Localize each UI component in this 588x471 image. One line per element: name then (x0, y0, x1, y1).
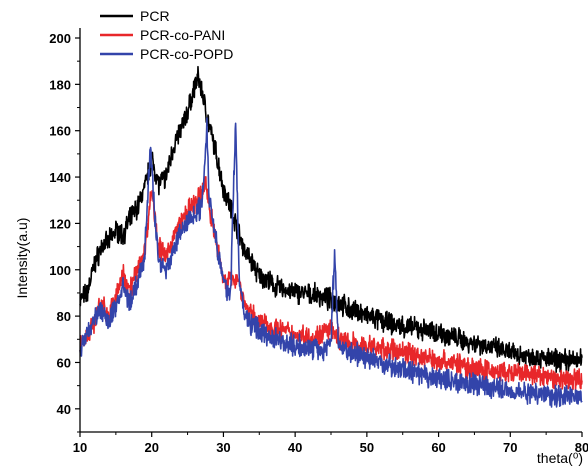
labels-layer: 10 20 30 40 50 60 70 80 40 60 80 100 120 140 160 180 200 (49, 31, 588, 455)
x-tick-label: 20 (144, 440, 158, 455)
x-axis-title: theta(⁰) (537, 450, 583, 466)
y-tick-label: 180 (49, 77, 71, 92)
y-tick-label: 140 (49, 170, 71, 185)
y-tick-label: 200 (49, 31, 71, 46)
x-tick-label: 70 (503, 440, 517, 455)
x-tick-label: 50 (360, 440, 374, 455)
series-line-1 (79, 65, 583, 373)
x-tick-label: 10 (73, 440, 87, 455)
legend-label-1: PCR (140, 8, 170, 24)
series-layer (79, 65, 583, 408)
x-tick-label: 60 (431, 440, 445, 455)
y-tick-label: 60 (57, 355, 71, 370)
legend: PCR PCR-co-PANI PCR-co-POPD (100, 8, 233, 62)
legend-label-3: PCR-co-POPD (140, 46, 233, 62)
x-tick-label: 80 (575, 440, 588, 455)
y-axis-title: Intensity(a.u) (14, 218, 30, 299)
y-tick-label: 100 (49, 263, 71, 278)
x-tick-label: 30 (216, 440, 230, 455)
x-tick-label: 40 (288, 440, 302, 455)
y-tick-label: 120 (49, 216, 71, 231)
y-tick-label: 80 (57, 309, 71, 324)
y-tick-label: 160 (49, 124, 71, 139)
series-line-3 (79, 117, 583, 408)
axes-layer (75, 28, 583, 437)
y-tick-label: 40 (57, 402, 71, 417)
legend-label-2: PCR-co-PANI (140, 27, 225, 43)
series-line-2 (79, 175, 583, 391)
